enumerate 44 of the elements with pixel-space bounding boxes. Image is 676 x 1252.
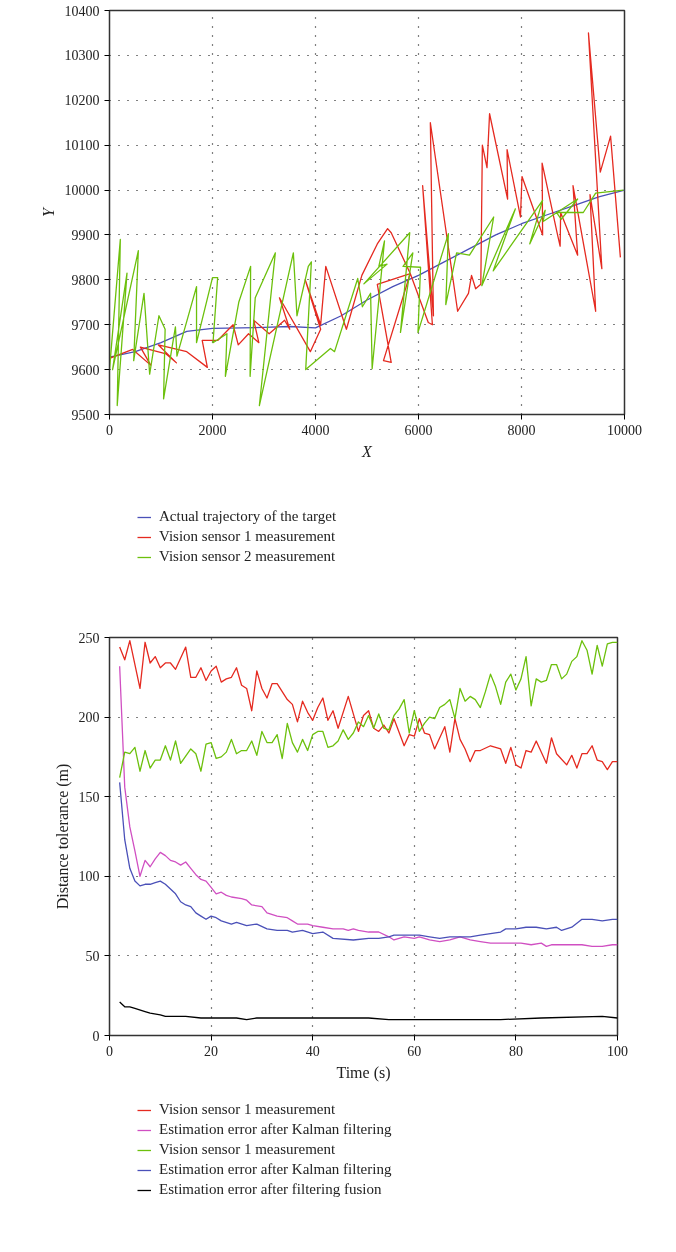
x-tick-label: 60 xyxy=(407,1043,422,1059)
x-axis-title: X xyxy=(361,442,374,460)
y-tick-label: 9600 xyxy=(71,362,100,378)
x-tick-label: 0 xyxy=(106,1043,113,1059)
legend-label: Estimation error after Kalman filtering xyxy=(159,1161,392,1178)
x-tick-label: 10000 xyxy=(607,422,642,438)
x-tick-label: 20 xyxy=(204,1043,219,1059)
x-tick-label: 40 xyxy=(305,1043,320,1059)
y-tick-label: 150 xyxy=(78,789,100,805)
legend-label: Vision sensor 1 measurement xyxy=(159,1141,336,1158)
y-tick-label: 9500 xyxy=(71,407,100,423)
x-tick-label: 2000 xyxy=(198,422,227,438)
x-tick-label: 8000 xyxy=(507,422,536,438)
y-tick-label: 10100 xyxy=(64,138,100,154)
y-tick-label: 100 xyxy=(78,869,100,885)
x-tick-label: 4000 xyxy=(301,422,330,438)
y-axis-title: Distance tolerance (m) xyxy=(53,763,72,910)
x-tick-label: 100 xyxy=(607,1043,628,1059)
line-series xyxy=(119,665,618,947)
y-tick-label: 10300 xyxy=(64,48,100,64)
legend-label: Vision sensor 1 measurement xyxy=(159,1101,336,1118)
x-tick-label: 80 xyxy=(508,1043,523,1059)
y-tick-label: 10200 xyxy=(64,93,100,109)
y-tick-label: 9700 xyxy=(71,317,100,333)
x-tick-label: 6000 xyxy=(404,422,433,438)
legend-label: Estimation error after filtering fusion xyxy=(159,1181,382,1198)
legend-label: Actual trajectory of the target xyxy=(159,508,337,525)
line-series xyxy=(109,32,622,369)
y-tick-label: 9800 xyxy=(71,272,100,288)
legend-label: Vision sensor 2 measurement xyxy=(159,548,336,565)
y-tick-label: 9900 xyxy=(71,227,100,243)
y-axis-title: Y xyxy=(39,205,57,217)
y-tick-label: 0 xyxy=(92,1028,100,1044)
y-tick-label: 10400 xyxy=(64,3,100,19)
y-tick-label: 200 xyxy=(78,710,100,726)
line-series xyxy=(109,189,625,407)
legend-label: Vision sensor 1 measurement xyxy=(159,528,336,545)
line-series xyxy=(119,781,618,941)
legend-label: Estimation error after Kalman filtering xyxy=(159,1121,392,1138)
y-tick-label: 10000 xyxy=(64,183,100,199)
x-tick-label: 0 xyxy=(106,422,113,438)
y-tick-label: 50 xyxy=(85,948,100,964)
x-axis-title: Time (s) xyxy=(336,1063,391,1082)
y-tick-label: 250 xyxy=(78,630,100,646)
